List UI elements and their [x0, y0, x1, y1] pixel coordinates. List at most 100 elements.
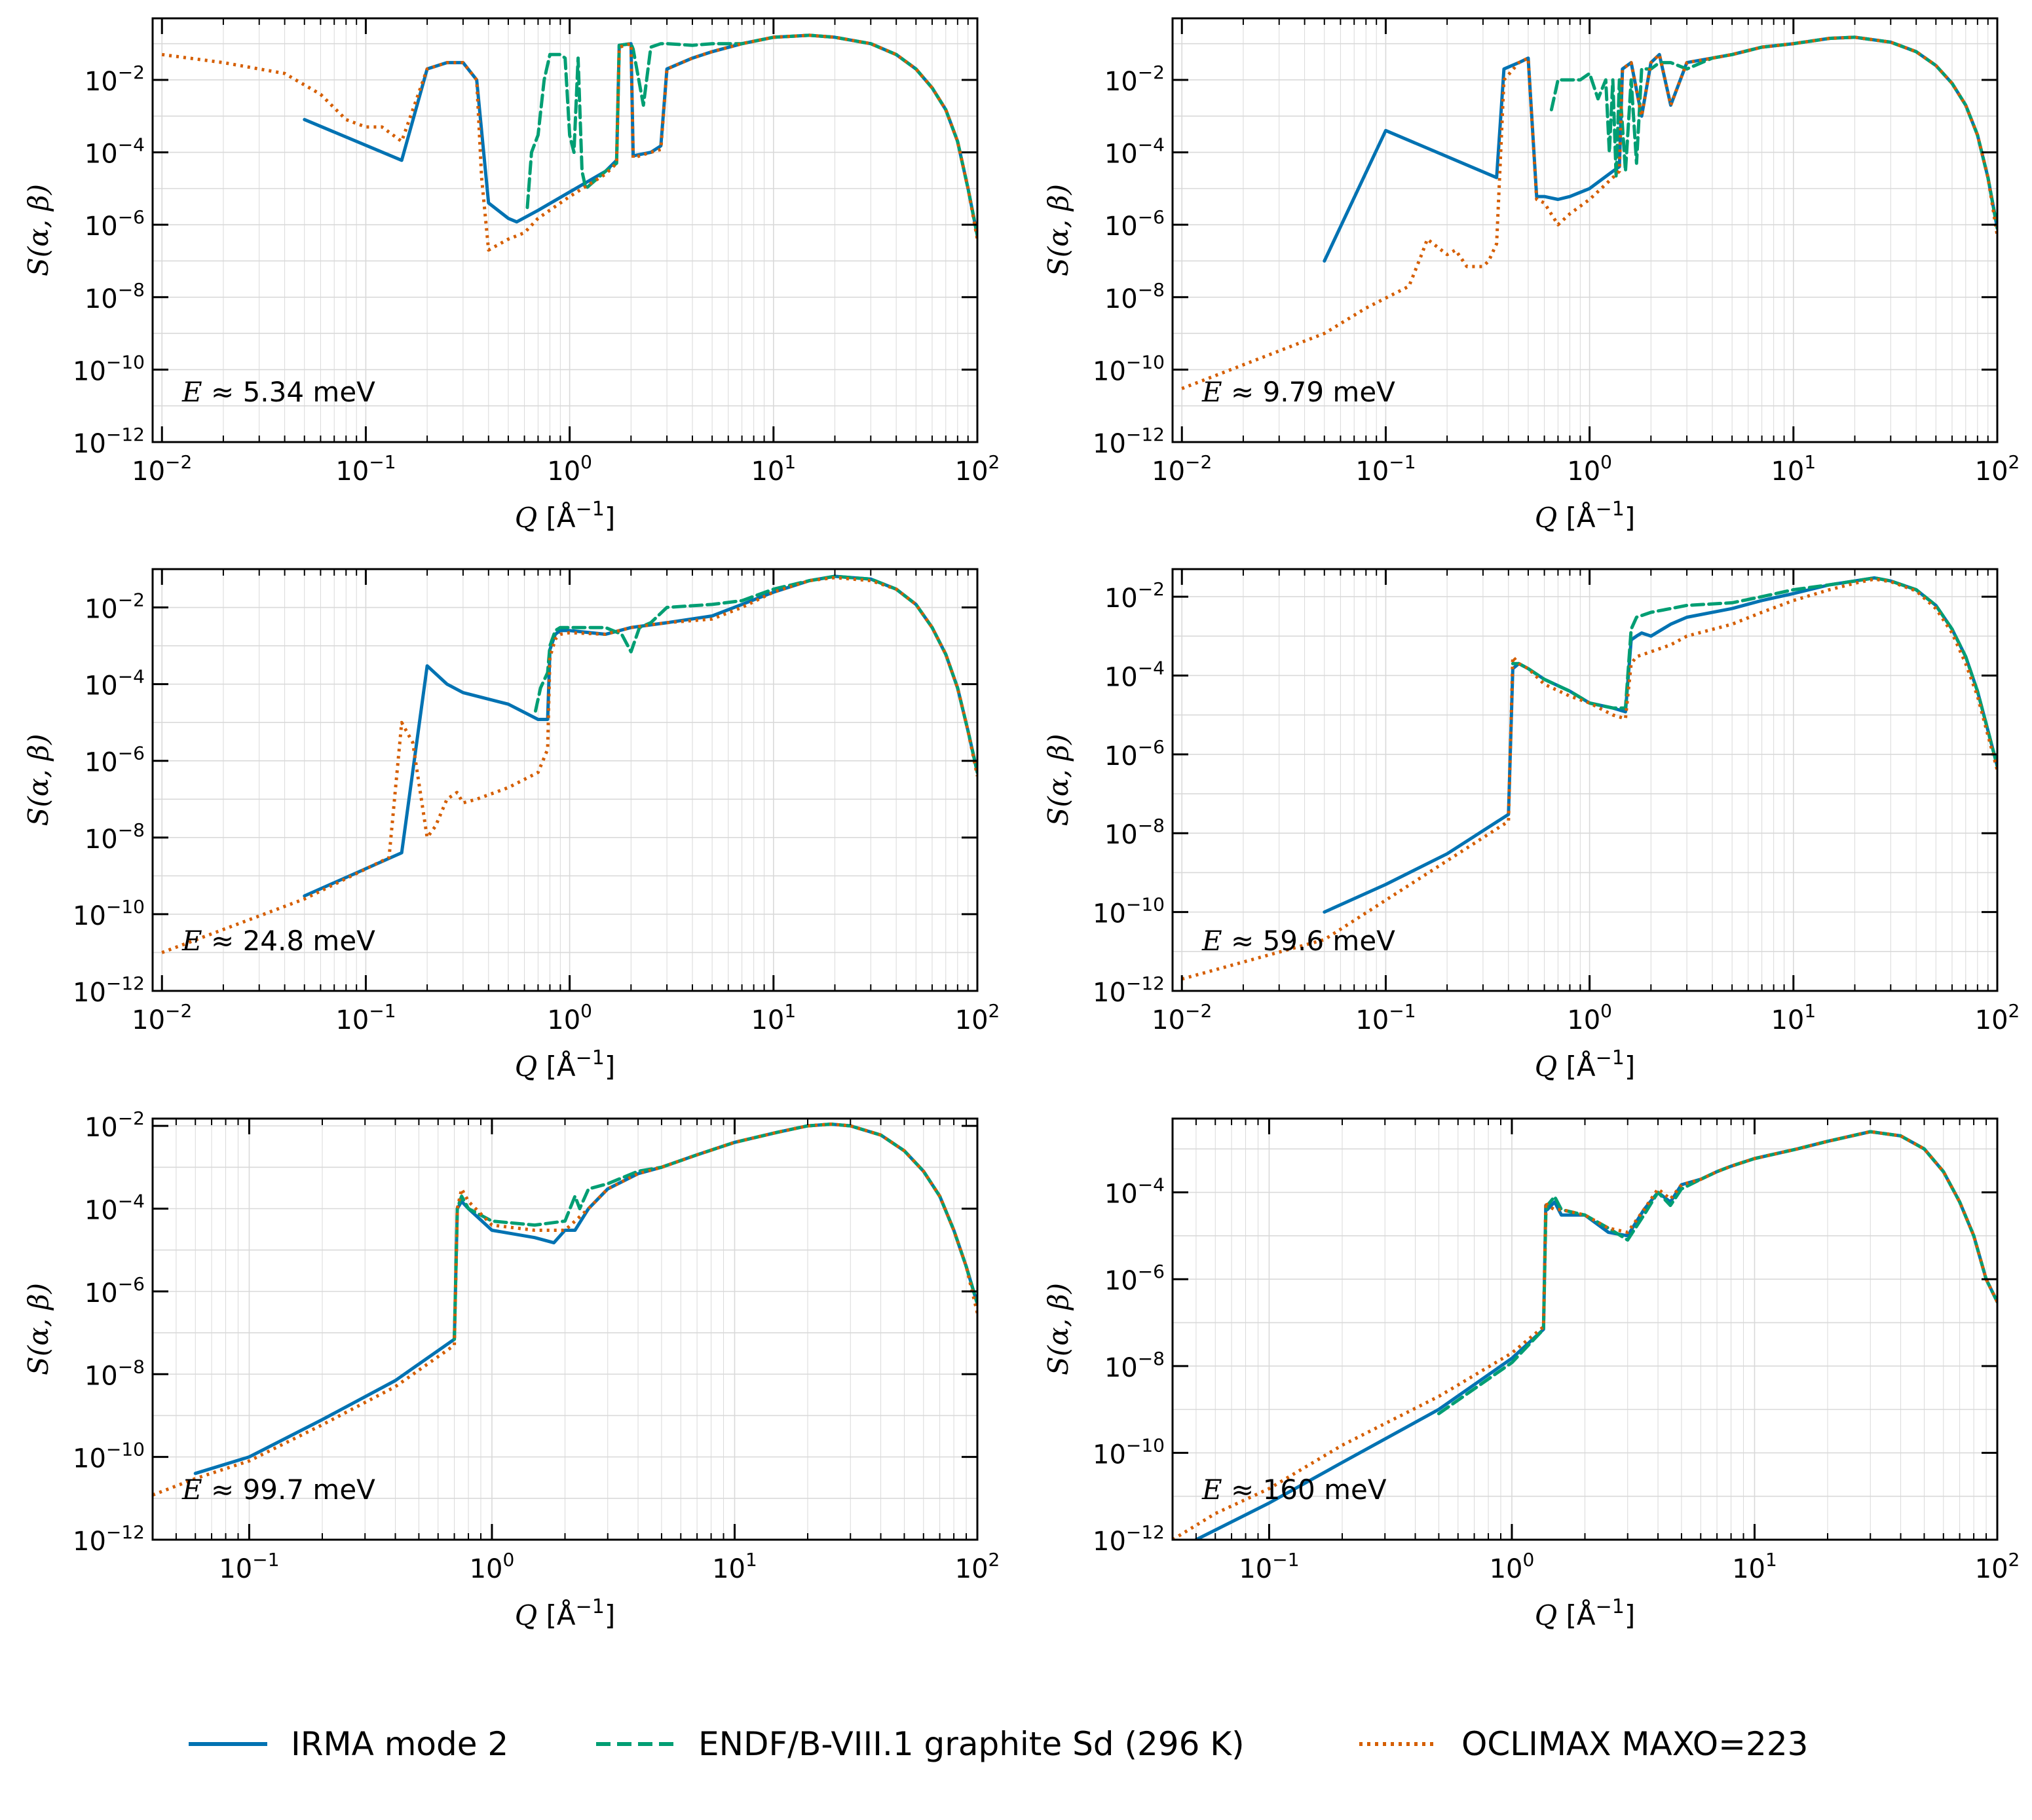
- y-tick-label: 10−6: [1104, 736, 1165, 771]
- series-oclimax: [1173, 1130, 1997, 1540]
- x-tick-label: 102: [955, 451, 1000, 487]
- x-tick-label: 10−1: [1355, 1000, 1416, 1035]
- series-group: [1181, 576, 1997, 981]
- legend-label-irma: IRMA mode 2: [291, 1725, 509, 1763]
- y-tick-label: 10−2: [85, 589, 145, 625]
- x-tick-label: 102: [1975, 1000, 2020, 1035]
- series-group: [1181, 35, 1997, 390]
- x-tick-label: 10−1: [335, 451, 396, 487]
- y-tick-label: 10−6: [85, 1273, 145, 1309]
- y-tick-label: 10−10: [73, 1439, 145, 1474]
- y-tick-label: 10−12: [1093, 1521, 1165, 1557]
- y-tick-label: 10−10: [73, 896, 145, 931]
- x-tick-label: 101: [1771, 451, 1816, 487]
- x-tick-label: 10−1: [1239, 1549, 1299, 1584]
- legend-item-endf: ENDF/B-VIII.1 graphite Sd (296 K): [596, 1721, 1245, 1767]
- y-tick-label: 10−6: [1104, 1261, 1165, 1296]
- y-tick-label: 10−4: [85, 134, 145, 170]
- x-tick-label: 101: [751, 451, 796, 487]
- x-tick-label: 102: [1975, 1549, 2020, 1584]
- x-axis-label: Q [Å−1]: [1535, 1595, 1636, 1631]
- y-axis-label: S(α, β): [1042, 734, 1074, 826]
- x-axis-label: Q [Å−1]: [515, 1047, 616, 1083]
- ticks: 10−2 10−1 100 101 102 10−12 10−10 10−8 10−6 10−4 1…: [73, 18, 1000, 487]
- y-tick-label: 10−8: [1104, 1348, 1165, 1383]
- y-tick-label: 10−4: [1104, 134, 1165, 170]
- chart-panel: 10−2 10−1 100 101 102 10−12 10−10 10−8 10−6 10−4 1…: [1042, 568, 2020, 1083]
- series-endf: [1511, 576, 1997, 768]
- series-oclimax: [1181, 35, 1997, 390]
- y-tick-label: 10−8: [1104, 815, 1165, 850]
- series-group: [161, 574, 977, 954]
- x-tick-label: 10−2: [132, 451, 192, 487]
- series-irma: [303, 574, 977, 898]
- y-tick-label: 10−12: [73, 1521, 145, 1557]
- legend-line-irma: [189, 1742, 267, 1746]
- y-axis-label: S(α, β): [22, 734, 54, 826]
- y-tick-label: 10−4: [85, 1191, 145, 1226]
- grid: [1172, 569, 1998, 992]
- axes-frame: [151, 17, 979, 443]
- legend-item-irma: IRMA mode 2: [189, 1721, 508, 1767]
- legend-line-endf: [596, 1742, 675, 1746]
- y-tick-label: 10−12: [1093, 973, 1165, 1008]
- x-tick-label: 10−2: [1152, 451, 1212, 487]
- axes-frame: [1171, 568, 1999, 992]
- x-tick-label: 10−1: [219, 1549, 279, 1584]
- x-tick-label: 101: [1771, 1000, 1816, 1035]
- y-tick-label: 10−8: [85, 279, 145, 314]
- y-axis-label: S(α, β): [22, 1283, 54, 1375]
- x-tick-label: 10−2: [1152, 1000, 1212, 1035]
- energy-annotation: E ≈ 5.34 meV: [181, 376, 375, 408]
- x-tick-label: 10−1: [1355, 451, 1416, 487]
- y-tick-label: 10−6: [85, 206, 145, 242]
- y-tick-label: 10−12: [73, 424, 145, 459]
- x-axis-label: Q [Å−1]: [515, 498, 616, 534]
- x-tick-label: 100: [470, 1549, 515, 1584]
- series-endf: [1437, 1130, 1997, 1415]
- energy-annotation: E ≈ 9.79 meV: [1201, 376, 1395, 408]
- series-oclimax: [153, 1123, 977, 1497]
- chart-panel: 10−2 10−1 100 101 102 10−12 10−10 10−8 10−6 10−4 1…: [1042, 17, 2020, 534]
- y-tick-label: 10−10: [1093, 1434, 1165, 1470]
- legend-item-oclimax: OCLIMAX MAXO=223: [1359, 1721, 1808, 1767]
- y-tick-label: 10−2: [85, 62, 145, 97]
- chart-panel: 10−1 100 101 102 10−12 10−10 10−8 10−6 10−4 Q [Å−…: [1042, 1117, 2020, 1631]
- energy-annotation: E ≈ 59.6 meV: [1201, 925, 1395, 957]
- legend-label-endf: ENDF/B-VIII.1 graphite Sd (296 K): [698, 1725, 1245, 1763]
- x-tick-label: 10−1: [335, 1000, 396, 1035]
- axes-frame: [1171, 17, 1999, 443]
- grid: [152, 1119, 978, 1540]
- series-irma: [303, 33, 977, 238]
- legend-line-oclimax: [1359, 1742, 1438, 1746]
- y-tick-label: 10−10: [1093, 351, 1165, 386]
- x-tick-label: 101: [1732, 1549, 1777, 1584]
- x-tick-label: 100: [1567, 1000, 1612, 1035]
- x-axis-label: Q [Å−1]: [1535, 1047, 1636, 1083]
- series-endf: [453, 1123, 977, 1341]
- y-tick-label: 10−4: [1104, 1174, 1165, 1210]
- x-tick-label: 102: [1975, 451, 2020, 487]
- series-group: [161, 33, 977, 252]
- y-axis-label: S(α, β): [1042, 184, 1074, 276]
- series-irma: [193, 1123, 977, 1476]
- x-tick-label: 10−2: [132, 1000, 192, 1035]
- x-axis-label: Q [Å−1]: [1535, 498, 1636, 534]
- x-tick-label: 102: [955, 1000, 1000, 1035]
- y-tick-label: 10−4: [85, 666, 145, 701]
- energy-annotation: E ≈ 99.7 meV: [181, 1474, 375, 1506]
- y-axis-label: S(α, β): [1042, 1283, 1074, 1375]
- y-axis-label: S(α, β): [22, 184, 54, 276]
- series-group: [153, 1123, 977, 1497]
- series-irma: [1323, 35, 1997, 263]
- y-tick-label: 10−6: [1104, 206, 1165, 242]
- y-tick-label: 10−2: [1104, 62, 1165, 97]
- x-tick-label: 101: [712, 1549, 757, 1584]
- y-tick-label: 10−4: [1104, 657, 1165, 692]
- chart-panel: 10−1 100 101 102 10−12 10−10 10−8 10−6 10−4 10−2 Q…: [22, 1107, 1000, 1631]
- x-tick-label: 100: [1490, 1549, 1535, 1584]
- chart-panel: 10−2 10−1 100 101 102 10−12 10−10 10−8 10−6 10−4 1…: [22, 17, 1000, 534]
- energy-annotation: E ≈ 24.8 meV: [181, 925, 375, 957]
- series-endf: [525, 33, 977, 238]
